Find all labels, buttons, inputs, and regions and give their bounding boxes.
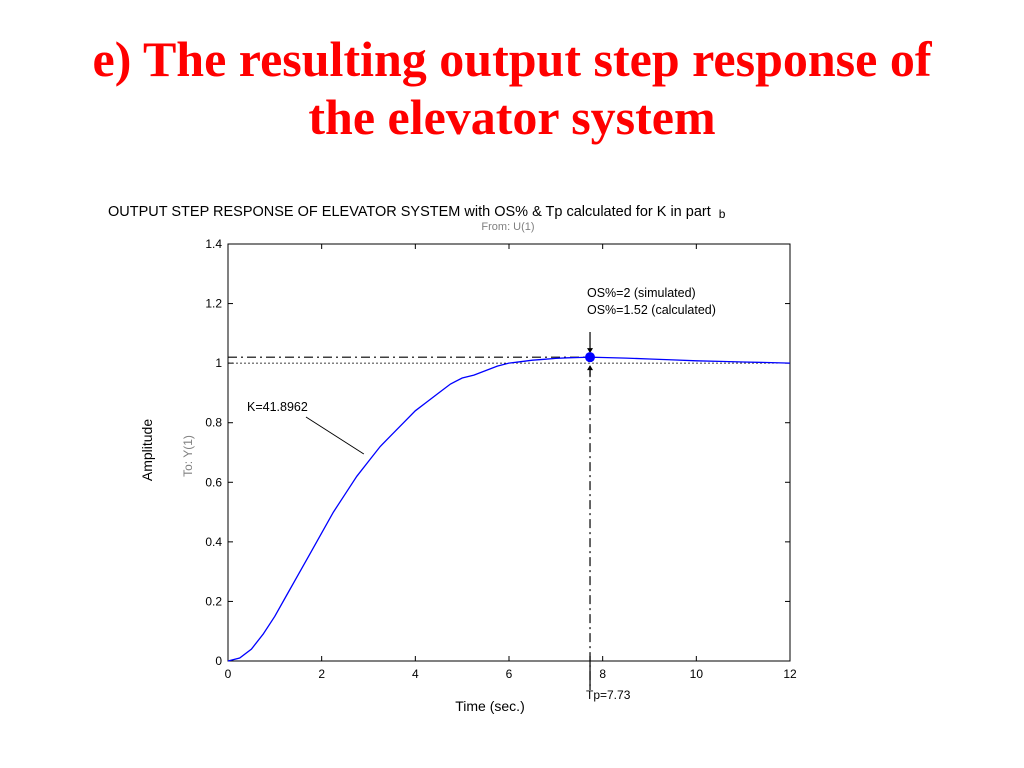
series-layer — [227, 352, 791, 662]
axis-ticks: 0 2 4 6 8 10 12 0 0.2 0.4 0.6 0.8 1 1.2 1.4 — [205, 237, 797, 681]
slide-title: e) The resulting output step response of… — [0, 30, 1024, 146]
chart-title-suffix: b — [719, 207, 726, 221]
x-axis-label: Time (sec.) — [455, 698, 524, 714]
x-tick-label: 4 — [412, 667, 419, 681]
annotation-guides — [228, 332, 790, 690]
y-tick-label: 0 — [215, 654, 222, 668]
y-axis-label: Amplitude — [139, 419, 155, 481]
tp-label: Tp=7.73 — [586, 688, 631, 702]
y-tick-label: 0.2 — [205, 594, 222, 608]
overshoot-arrow-top-head — [587, 348, 594, 354]
slide-title-line-1: e) The resulting output step response of — [92, 31, 932, 87]
x-tick-label: 10 — [690, 667, 704, 681]
step-response-series-line — [227, 356, 791, 662]
os-simulated-label: OS%=2 (simulated) — [587, 286, 696, 300]
y-tick-label: 0.6 — [205, 475, 222, 489]
x-tick-label: 2 — [318, 667, 325, 681]
os-calculated-label: OS%=1.52 (calculated) — [587, 303, 716, 317]
chart-title: OUTPUT STEP RESPONSE OF ELEVATOR SYSTEM … — [108, 204, 726, 221]
y-tick-label: 1.4 — [205, 237, 222, 251]
x-tick-label: 8 — [599, 667, 606, 681]
slide-title-line-2: the elevator system — [308, 89, 716, 145]
chart-subtitle: From: U(1) — [481, 221, 534, 233]
chart-title-main: OUTPUT STEP RESPONSE OF ELEVATOR SYSTEM … — [108, 204, 711, 220]
y-tick-label: 0.4 — [205, 535, 222, 549]
overshoot-arrow-bottom-head — [587, 365, 594, 371]
x-tick-label: 0 — [225, 667, 232, 681]
x-tick-label: 12 — [783, 667, 797, 681]
k-label-leader — [305, 416, 365, 455]
y-tick-label: 0.8 — [205, 416, 222, 430]
y-tick-label: 1 — [215, 356, 222, 370]
k-value-label: K=41.8962 — [247, 400, 308, 414]
y-axis-sublabel: To: Y(1) — [181, 435, 195, 477]
x-tick-label: 6 — [506, 667, 513, 681]
y-tick-label: 1.2 — [205, 297, 222, 311]
peak-marker-point — [585, 352, 596, 363]
